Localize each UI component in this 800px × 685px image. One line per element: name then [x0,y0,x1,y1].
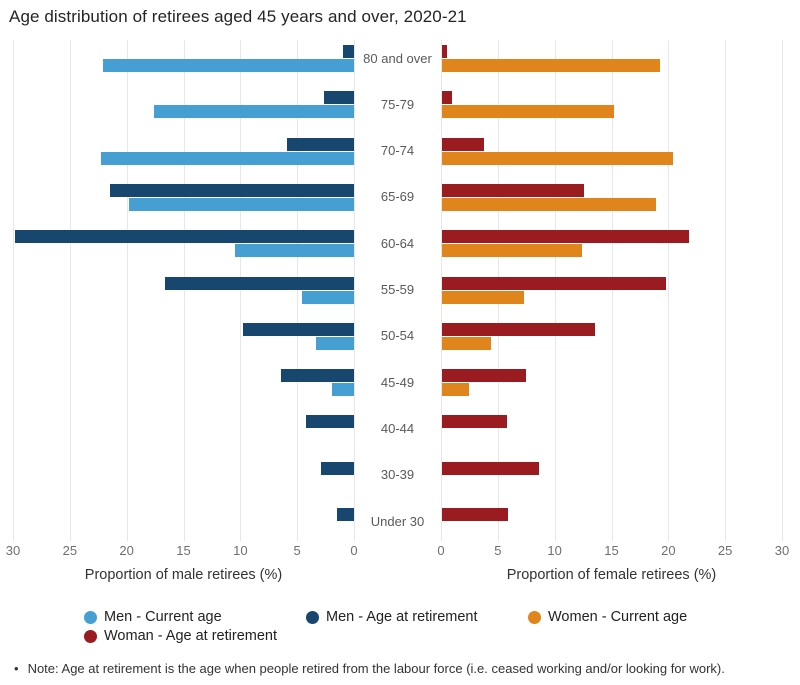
bar-woman-age-at-retirement-55-59 [442,276,666,290]
age-group-label-30-39: 30-39 [380,467,415,483]
tick-label-right-30: 30 [774,543,790,558]
bar-woman-age-at-retirement-70-74 [442,137,485,151]
tick-label-right-10: 10 [547,543,562,558]
bar-men-current-age-60-64 [234,244,354,258]
tick-label-left-10: 10 [233,543,248,558]
gridline-right-10 [554,40,556,541]
age-group-label-60-64: 60-64 [380,235,415,251]
tick-label-left-25: 25 [62,543,78,558]
bar-men-age-at-retirement-40-44 [306,415,354,429]
gridline-right-15 [611,40,613,541]
gridline-left-0 [354,40,355,541]
tick-label-right-0: 0 [437,543,445,558]
x-axis-title-male: Proportion of male retirees (%) [84,567,283,583]
tick-label-right-25: 25 [717,543,733,558]
bar-woman-age-at-retirement-45-49 [442,369,527,383]
gridline-left-15 [183,40,185,541]
legend-swatch-women-current-age [528,610,541,624]
bar-woman-age-at-retirement-40-44 [442,415,507,429]
legend-item-men-current-age[interactable]: Men - Current age [84,609,306,625]
bar-men-age-at-retirement-75-79 [324,91,354,105]
chart-note: • Note: Age at retirement is the age whe… [14,661,784,677]
bar-men-current-age-50-54 [316,336,354,350]
bar-men-current-age-80-and-over [102,59,354,72]
tick-label-left-20: 20 [119,543,134,558]
bar-men-age-at-retirement-50-54 [242,322,354,336]
legend-item-women-current-age[interactable]: Women - Current age [528,609,750,625]
gridline-left-20 [126,40,128,541]
page-title: Age distribution of retirees aged 45 yea… [9,7,467,26]
gridline-right-30 [782,40,783,541]
bar-men-age-at-retirement-80-and-over [342,45,354,58]
gridline-left-30 [13,40,14,541]
age-group-label-under-30: Under 30 [370,513,425,529]
plot-area: 0 0 5 5 10 10 15 15 20 20 25 25 30 30 80 and over 75-79… [5,40,790,558]
bar-men-age-at-retirement-under-30 [336,508,354,521]
bar-woman-age-at-retirement-80-and-over [442,45,447,58]
bar-women-current-age-55-59 [442,290,524,304]
bar-men-current-age-75-79 [153,105,354,119]
legend-swatch-men-current-age [84,610,97,624]
bar-women-current-age-50-54 [442,336,491,350]
bar-men-age-at-retirement-55-59 [165,276,354,290]
bar-women-current-age-70-74 [442,151,673,165]
gridline-right-25 [725,40,727,541]
bar-men-age-at-retirement-30-39 [321,461,354,475]
bar-women-current-age-65-69 [442,197,656,211]
gridline-left-10 [240,40,242,541]
tick-label-right-20: 20 [661,543,676,558]
bar-woman-age-at-retirement-under-30 [442,508,508,521]
gridline-right-0 [441,40,442,541]
note-bullet: • [14,661,19,676]
legend-label-woman-age-at-retirement: Woman - Age at retirement [104,628,278,644]
age-group-label-55-59: 55-59 [380,282,415,297]
tick-label-right-15: 15 [604,543,619,558]
legend-item-woman-age-at-retirement[interactable]: Woman - Age at retirement [84,628,306,644]
gridline-right-20 [668,40,670,541]
legend-swatch-men-age-at-retirement [306,610,319,624]
x-axis-title-female: Proportion of female retirees (%) [506,567,717,583]
gridline-left-5 [297,40,299,541]
bar-men-age-at-retirement-60-64 [15,230,354,244]
bar-woman-age-at-retirement-65-69 [442,183,585,197]
tick-label-left-0: 0 [350,543,358,558]
bar-women-current-age-75-79 [442,105,614,119]
bar-men-current-age-45-49 [332,383,354,397]
age-group-label-40-44: 40-44 [380,420,415,436]
tick-label-left-30: 30 [5,543,21,558]
legend-label-men-current-age: Men - Current age [104,609,222,625]
bar-men-age-at-retirement-65-69 [109,183,354,197]
bar-woman-age-at-retirement-60-64 [442,230,689,244]
bar-men-current-age-70-74 [100,151,354,165]
age-group-label-50-54: 50-54 [380,328,415,344]
age-group-label-80-and-over: 80 and over [363,50,432,66]
bar-woman-age-at-retirement-75-79 [442,91,453,105]
legend-item-men-age-at-retirement[interactable]: Men - Age at retirement [306,609,528,625]
legend-label-men-age-at-retirement: Men - Age at retirement [326,609,478,625]
age-group-label-75-79: 75-79 [380,96,415,112]
legend-label-women-current-age: Women - Current age [548,609,688,625]
age-group-label-65-69: 65-69 [380,189,415,205]
gridline-left-25 [69,40,71,541]
age-group-label-45-49: 45-49 [380,374,415,390]
tick-label-left-5: 5 [293,543,301,558]
bar-men-current-age-65-69 [128,197,354,211]
bar-woman-age-at-retirement-30-39 [442,461,539,475]
bar-men-current-age-55-59 [301,290,354,304]
bar-men-age-at-retirement-45-49 [281,369,354,383]
tick-label-right-5: 5 [494,543,502,558]
legend-swatch-woman-age-at-retirement [84,629,97,643]
legend: Men - Current age Men - Age at retirement… [84,609,790,644]
bar-women-current-age-80-and-over [442,59,661,72]
bar-women-current-age-45-49 [442,383,470,397]
tick-label-left-15: 15 [176,543,191,558]
note-text: Note: Age at retirement is the age when … [27,661,725,676]
bar-woman-age-at-retirement-50-54 [442,322,596,336]
bar-women-current-age-60-64 [442,244,582,258]
age-group-label-70-74: 70-74 [380,143,415,159]
bar-men-age-at-retirement-70-74 [286,137,354,151]
